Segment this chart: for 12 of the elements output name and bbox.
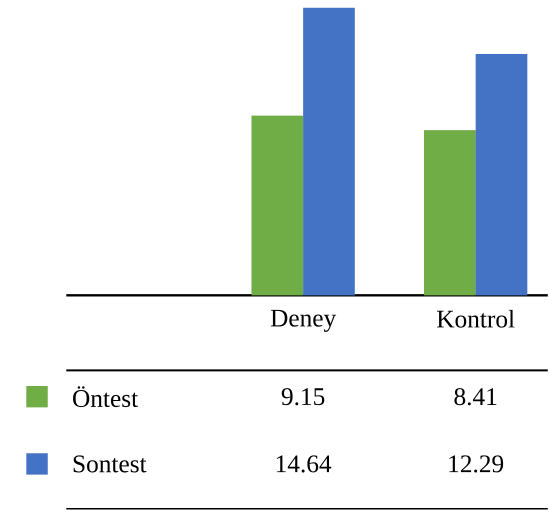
data-label: 14.64 (276, 456, 332, 473)
bar (251, 116, 304, 296)
legend-label: Sontest (74, 456, 146, 473)
legend-label: Öntest (73, 386, 138, 408)
bar (424, 130, 476, 296)
data-label: 9.15 (282, 388, 324, 406)
data-label: 8.41 (454, 388, 496, 406)
data-label: 12.29 (449, 456, 504, 473)
bar (476, 54, 528, 296)
x-tick-label: Kontrol (436, 310, 515, 328)
x-tick-label: Deney (270, 310, 336, 332)
bar (303, 8, 355, 296)
